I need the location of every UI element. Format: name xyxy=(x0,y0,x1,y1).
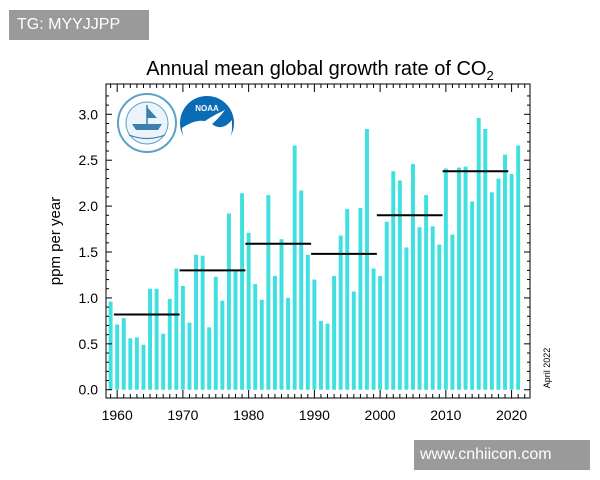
bar xyxy=(384,221,389,390)
bar xyxy=(391,171,396,390)
bar xyxy=(240,193,245,390)
x-tick-label: 1990 xyxy=(299,407,330,423)
bar xyxy=(305,254,310,390)
y-tick-label: 1.5 xyxy=(79,244,99,260)
x-tick-label: 1980 xyxy=(233,407,264,423)
bar xyxy=(253,284,258,390)
x-tick-label: 2010 xyxy=(430,407,461,423)
bar xyxy=(450,234,455,390)
bar xyxy=(325,323,330,390)
bar xyxy=(207,327,212,390)
plot-frame xyxy=(105,83,531,399)
bar xyxy=(411,163,415,390)
x-tick-label: 1970 xyxy=(167,407,198,423)
bar xyxy=(378,275,383,390)
bar xyxy=(226,213,231,390)
y-axis-title: ppm per year xyxy=(47,197,64,285)
bar xyxy=(213,276,218,390)
bar xyxy=(128,338,133,390)
bar xyxy=(259,299,264,390)
bar xyxy=(312,279,317,390)
bar xyxy=(272,275,277,390)
bar xyxy=(417,227,422,390)
bar xyxy=(338,235,343,390)
bar xyxy=(424,195,429,390)
bar xyxy=(154,288,159,390)
bar xyxy=(496,178,501,390)
bar xyxy=(180,285,185,390)
bar xyxy=(483,128,488,390)
noaa-logo-icon: NOAA xyxy=(180,96,234,153)
bar xyxy=(443,168,448,390)
bar xyxy=(489,192,494,390)
x-axis: 1960 1970 1980 1990 2000 2010 2020 xyxy=(102,84,527,423)
bar xyxy=(437,244,442,390)
y-tick-label: 3.0 xyxy=(79,106,99,122)
bar xyxy=(194,254,199,390)
commerce-seal-icon xyxy=(117,93,177,153)
x-tick-label: 2000 xyxy=(365,407,396,423)
bar xyxy=(292,145,297,390)
bar xyxy=(220,300,225,390)
y-tick-label: 0.0 xyxy=(79,382,99,398)
bar xyxy=(174,268,179,390)
bar xyxy=(430,226,435,390)
bar xyxy=(121,318,126,390)
noaa-logo-text: NOAA xyxy=(195,104,219,113)
bar xyxy=(358,207,363,390)
bar xyxy=(233,271,238,390)
x-tick-label: 2020 xyxy=(496,407,527,423)
bars-layer xyxy=(108,117,521,390)
bar xyxy=(299,190,304,390)
bar xyxy=(365,128,369,390)
watermark-tag: TG: MYYJJPP xyxy=(9,10,149,40)
bar xyxy=(246,232,251,390)
y-axis: 0.0 0.5 1.0 1.5 2.0 2.5 3.0 xyxy=(79,95,530,398)
chart-title: Annual mean global growth rate of CO2 xyxy=(146,58,493,83)
bar xyxy=(266,195,271,390)
bar xyxy=(503,154,507,390)
bar xyxy=(115,324,120,390)
date-note: April 2022 xyxy=(542,348,552,389)
bar xyxy=(404,247,409,390)
bar xyxy=(279,239,284,390)
bar xyxy=(148,288,153,390)
bar xyxy=(470,201,475,390)
decade-means-layer xyxy=(113,170,509,316)
bar xyxy=(108,301,113,390)
bar xyxy=(351,291,356,390)
bar xyxy=(345,208,350,390)
bar xyxy=(397,180,402,390)
y-tick-label: 1.0 xyxy=(79,290,99,306)
bar xyxy=(161,333,166,390)
bar xyxy=(141,344,146,390)
bar xyxy=(371,268,376,390)
x-tick-label: 1960 xyxy=(102,407,133,423)
bar xyxy=(200,255,205,390)
bar xyxy=(457,167,461,390)
bar xyxy=(516,145,521,390)
bar xyxy=(167,298,172,390)
y-tick-label: 0.5 xyxy=(79,336,99,352)
bar xyxy=(318,320,323,390)
bar xyxy=(509,173,514,390)
bar xyxy=(134,337,139,390)
bar xyxy=(476,117,481,390)
bar xyxy=(463,166,468,390)
watermark-site: www.cnhiicon.com xyxy=(414,440,590,470)
y-tick-label: 2.5 xyxy=(79,152,99,168)
bar xyxy=(332,275,337,390)
y-tick-label: 2.0 xyxy=(79,198,99,214)
bar xyxy=(187,322,192,390)
bar xyxy=(286,297,291,390)
